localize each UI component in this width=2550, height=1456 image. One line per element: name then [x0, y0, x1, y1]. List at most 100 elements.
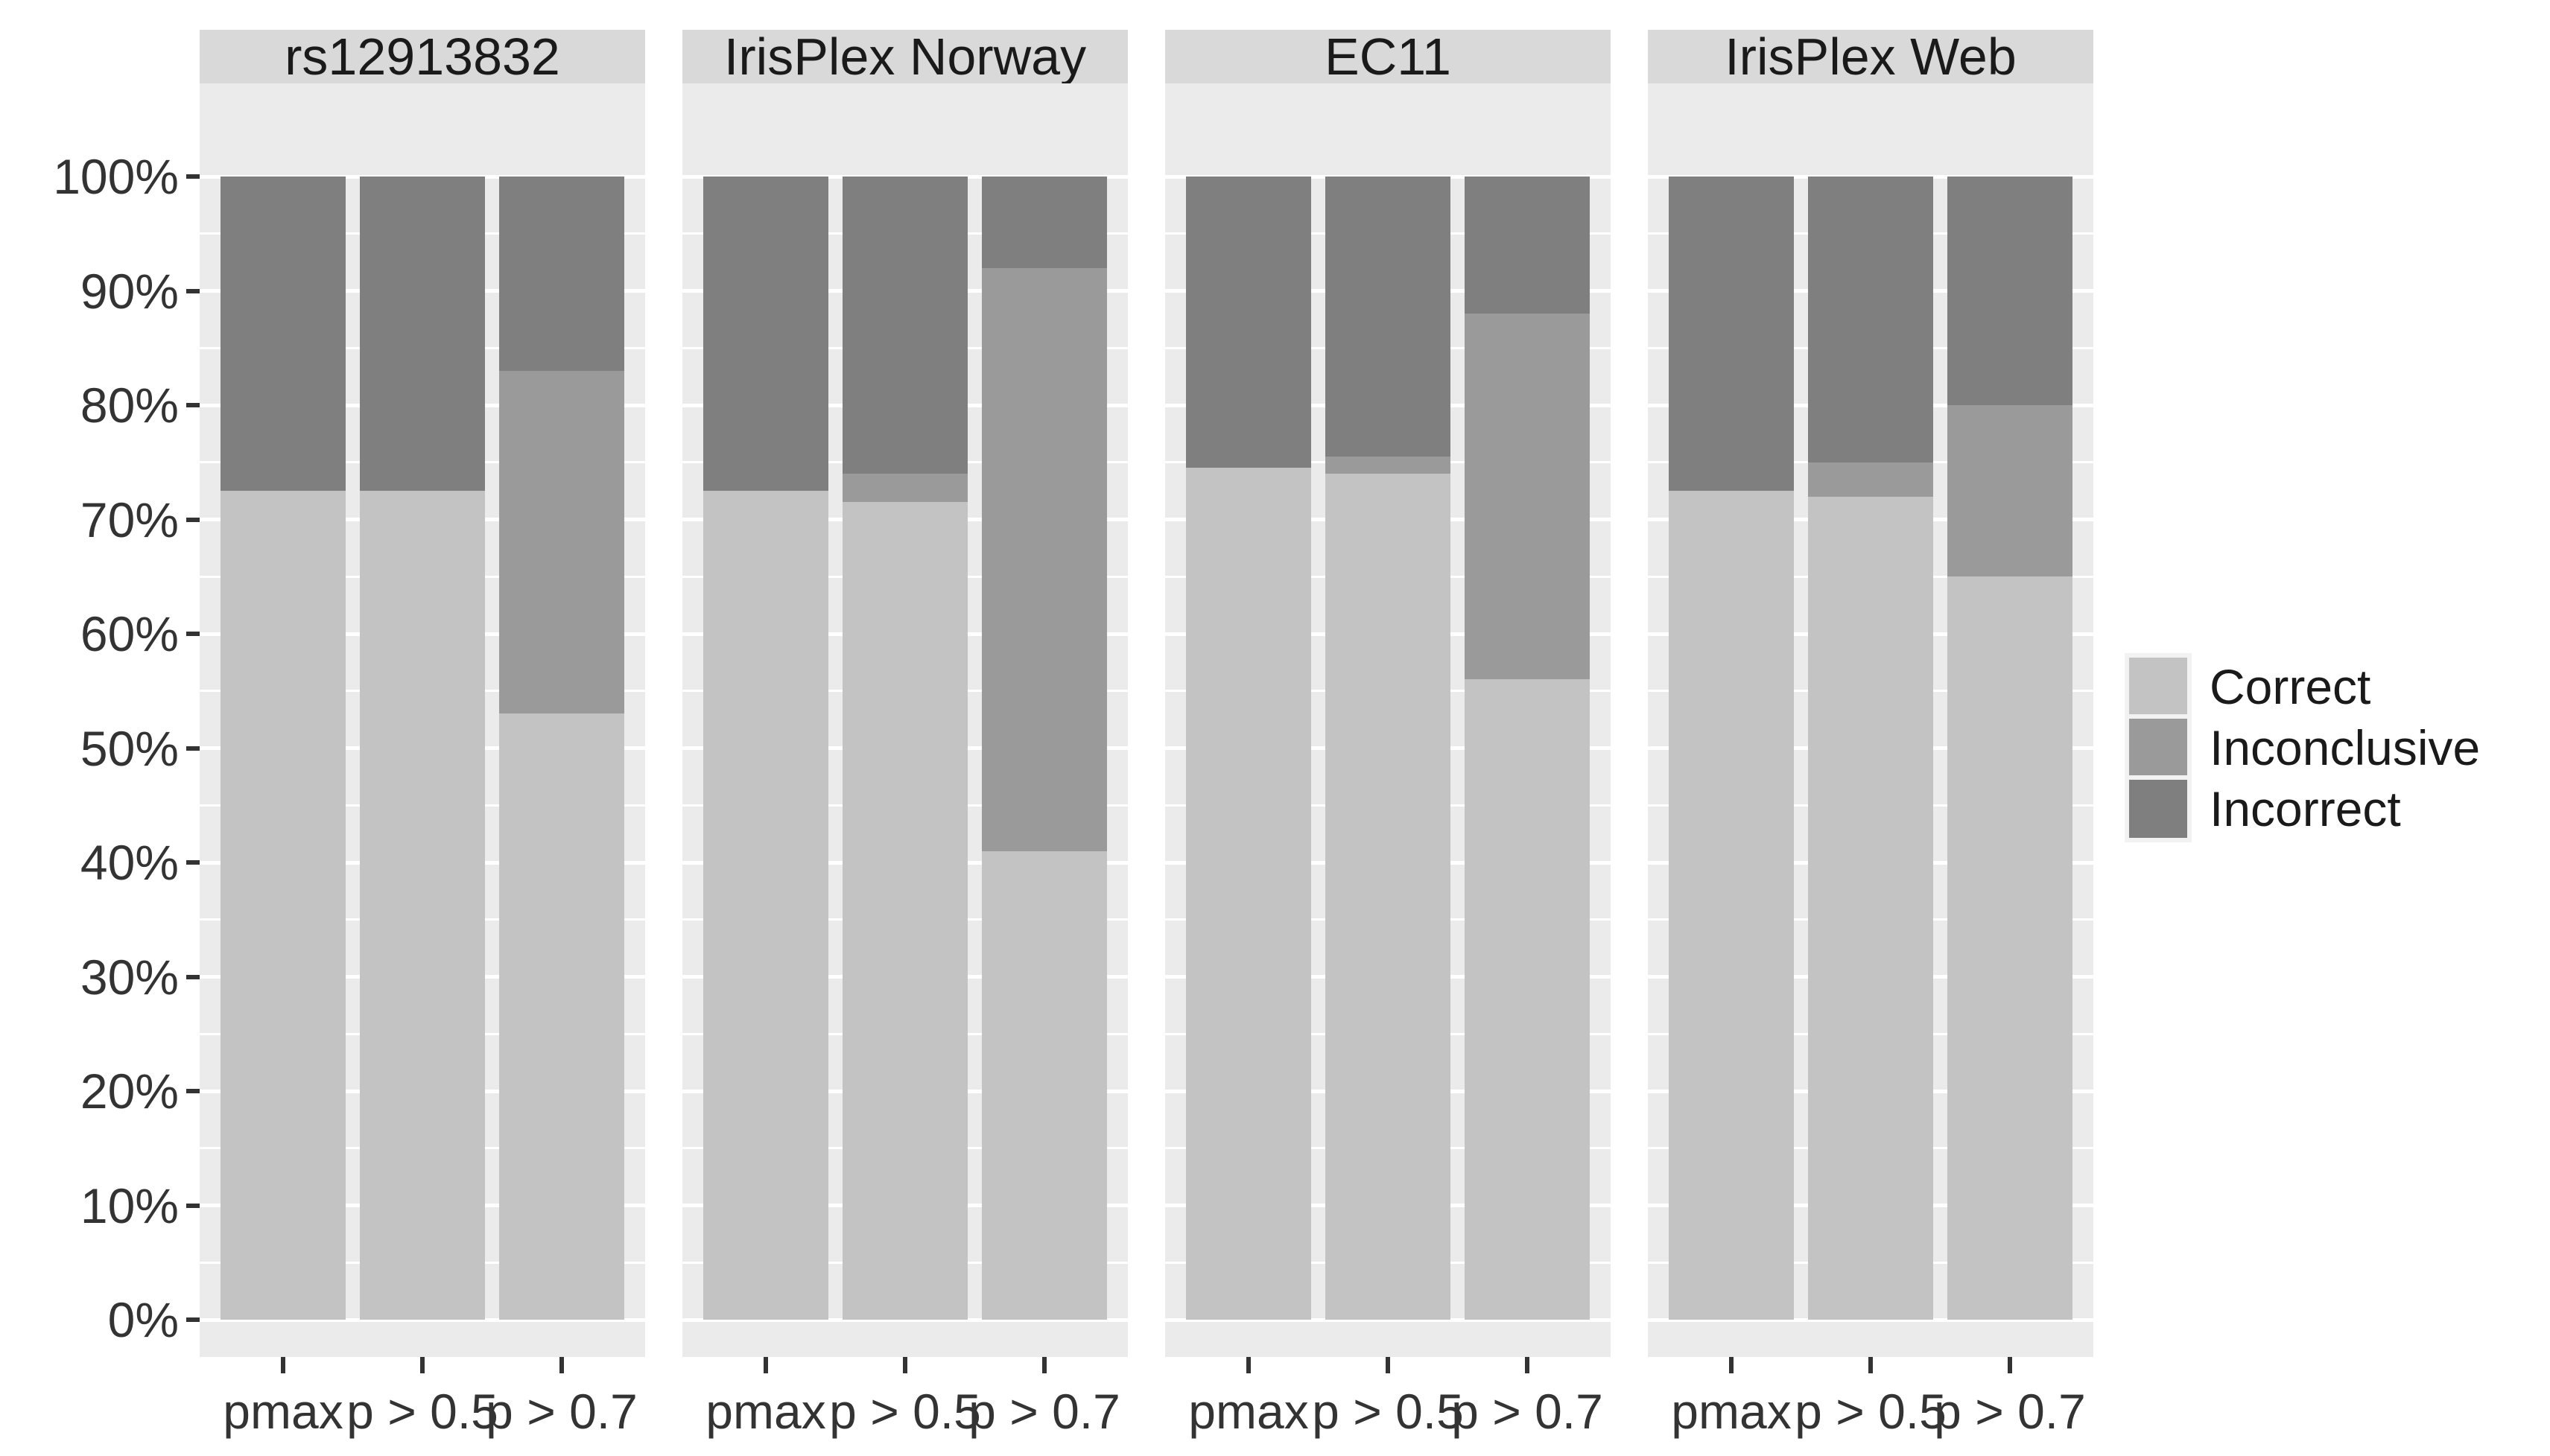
bar-segment-incorrect	[1325, 177, 1450, 457]
facet-panel	[682, 83, 1128, 1357]
legend-swatch	[2129, 658, 2187, 716]
legend-label: Inconclusive	[2210, 720, 2481, 775]
bar-segment-incorrect	[703, 177, 828, 492]
x-axis-tick-mark	[1386, 1357, 1390, 1373]
y-axis-tick-mark	[186, 974, 200, 979]
x-axis-tick-label: p > 0.7	[1451, 1384, 1603, 1439]
legend-item: Inconclusive	[2129, 719, 2480, 777]
y-axis-tick-label: 100%	[53, 149, 179, 204]
bar-segment-inconclusive	[499, 370, 624, 714]
y-axis-tick-mark	[186, 860, 200, 865]
legend-item: Correct	[2129, 658, 2480, 716]
x-axis-tick-mark	[903, 1357, 907, 1373]
facet-panel	[1165, 83, 1611, 1357]
y-axis-tick-label: 50%	[80, 720, 179, 776]
bar-segment-correct	[982, 851, 1107, 1320]
x-axis-tick-mark	[764, 1357, 768, 1373]
legend-label: Incorrect	[2210, 781, 2401, 836]
bar-segment-correct	[1465, 679, 1590, 1320]
x-axis-tick-label: p > 0.5	[1312, 1384, 1464, 1439]
bar-segment-incorrect	[499, 177, 624, 371]
bar-segment-incorrect	[843, 177, 968, 474]
x-axis-tick-label: pmax	[705, 1384, 826, 1439]
x-axis-tick-label: pmax	[1671, 1384, 1792, 1439]
bar-segment-inconclusive	[843, 474, 968, 503]
bar-segment-correct	[360, 491, 485, 1320]
y-axis-tick-mark	[186, 1317, 200, 1322]
x-axis-tick-label: p > 0.5	[346, 1384, 498, 1439]
bar-segment-correct	[1669, 491, 1794, 1320]
y-axis-tick-label: 80%	[80, 378, 179, 433]
bar-segment-incorrect	[1808, 177, 1933, 462]
facet-strip: IrisPlex Norway	[682, 28, 1128, 86]
facet-title: IrisPlex Norway	[723, 28, 1087, 86]
y-axis-tick-mark	[186, 403, 200, 407]
bar-segment-incorrect	[1186, 177, 1311, 468]
major-gridline	[1165, 1317, 1611, 1322]
bar-segment-inconclusive	[1325, 457, 1450, 474]
bar-segment-correct	[1325, 474, 1450, 1320]
y-axis-tick-mark	[186, 1089, 200, 1093]
legend-swatch	[2129, 719, 2187, 777]
x-axis-tick-mark	[420, 1357, 425, 1373]
x-axis-tick-label: pmax	[223, 1384, 343, 1439]
bar-segment-correct	[1186, 468, 1311, 1320]
bar-segment-correct	[1947, 576, 2072, 1320]
facet-title: IrisPlex Web	[1725, 28, 2017, 86]
y-axis-tick-mark	[186, 632, 200, 636]
y-axis-tick-mark	[186, 288, 200, 293]
facet-strip: rs12913832	[200, 28, 645, 86]
x-axis-tick-label: p > 0.5	[1795, 1384, 1947, 1439]
bar-segment-inconclusive	[1947, 405, 2072, 577]
bar-segment-correct	[499, 713, 624, 1320]
major-gridline	[1648, 1317, 2093, 1322]
bar-segment-inconclusive	[1465, 314, 1590, 680]
y-axis-tick-label: 20%	[80, 1064, 179, 1119]
legend-swatch	[2129, 780, 2187, 838]
y-axis-tick-mark	[186, 746, 200, 751]
y-axis-tick-mark	[186, 1203, 200, 1208]
bar-segment-inconclusive	[982, 267, 1107, 851]
x-axis-tick-mark	[2008, 1357, 2012, 1373]
legend: Correct Inconclusive Incorrect	[2129, 658, 2480, 841]
x-axis-tick-mark	[1042, 1357, 1047, 1373]
facet-panel	[1648, 83, 2093, 1357]
y-axis-tick-label: 30%	[80, 949, 179, 1005]
x-axis-tick-label: p > 0.7	[1934, 1384, 2086, 1439]
bar-segment-incorrect	[982, 177, 1107, 268]
x-axis-tick-mark	[559, 1357, 564, 1373]
x-axis-tick-label: p > 0.7	[486, 1384, 638, 1439]
x-axis-tick-label: p > 0.5	[829, 1384, 981, 1439]
legend-label: Correct	[2210, 659, 2371, 714]
y-axis-tick-label: 0%	[107, 1292, 179, 1347]
major-gridline	[200, 1317, 645, 1322]
bar-segment-correct	[221, 491, 346, 1320]
x-axis-tick-mark	[1246, 1357, 1251, 1373]
x-axis-tick-mark	[1525, 1357, 1529, 1373]
x-axis-tick-mark	[1868, 1357, 1873, 1373]
x-axis-tick-mark	[281, 1357, 285, 1373]
y-axis-tick-mark	[186, 174, 200, 179]
x-axis-tick-mark	[1729, 1357, 1734, 1373]
y-axis-tick-label: 40%	[80, 835, 179, 890]
y-axis-tick-label: 60%	[80, 606, 179, 661]
facet-title: EC11	[1325, 28, 1451, 86]
bar-segment-incorrect	[1465, 177, 1590, 314]
x-axis-tick-label: pmax	[1188, 1384, 1309, 1439]
facet-panel	[200, 83, 645, 1357]
x-axis-tick-label: p > 0.7	[968, 1384, 1120, 1439]
y-axis-tick-mark	[186, 517, 200, 522]
bar-segment-incorrect	[360, 177, 485, 492]
facet-title: rs12913832	[285, 28, 560, 86]
y-axis-tick-label: 70%	[80, 492, 179, 547]
legend-item: Incorrect	[2129, 780, 2480, 838]
bar-segment-correct	[843, 502, 968, 1320]
bar-segment-correct	[703, 491, 828, 1320]
facet-strip: IrisPlex Web	[1648, 28, 2093, 86]
bar-segment-correct	[1808, 496, 1933, 1320]
bar-segment-incorrect	[1669, 177, 1794, 492]
major-gridline	[682, 1317, 1128, 1322]
bar-segment-incorrect	[221, 177, 346, 492]
facet-strip: EC11	[1165, 28, 1611, 86]
